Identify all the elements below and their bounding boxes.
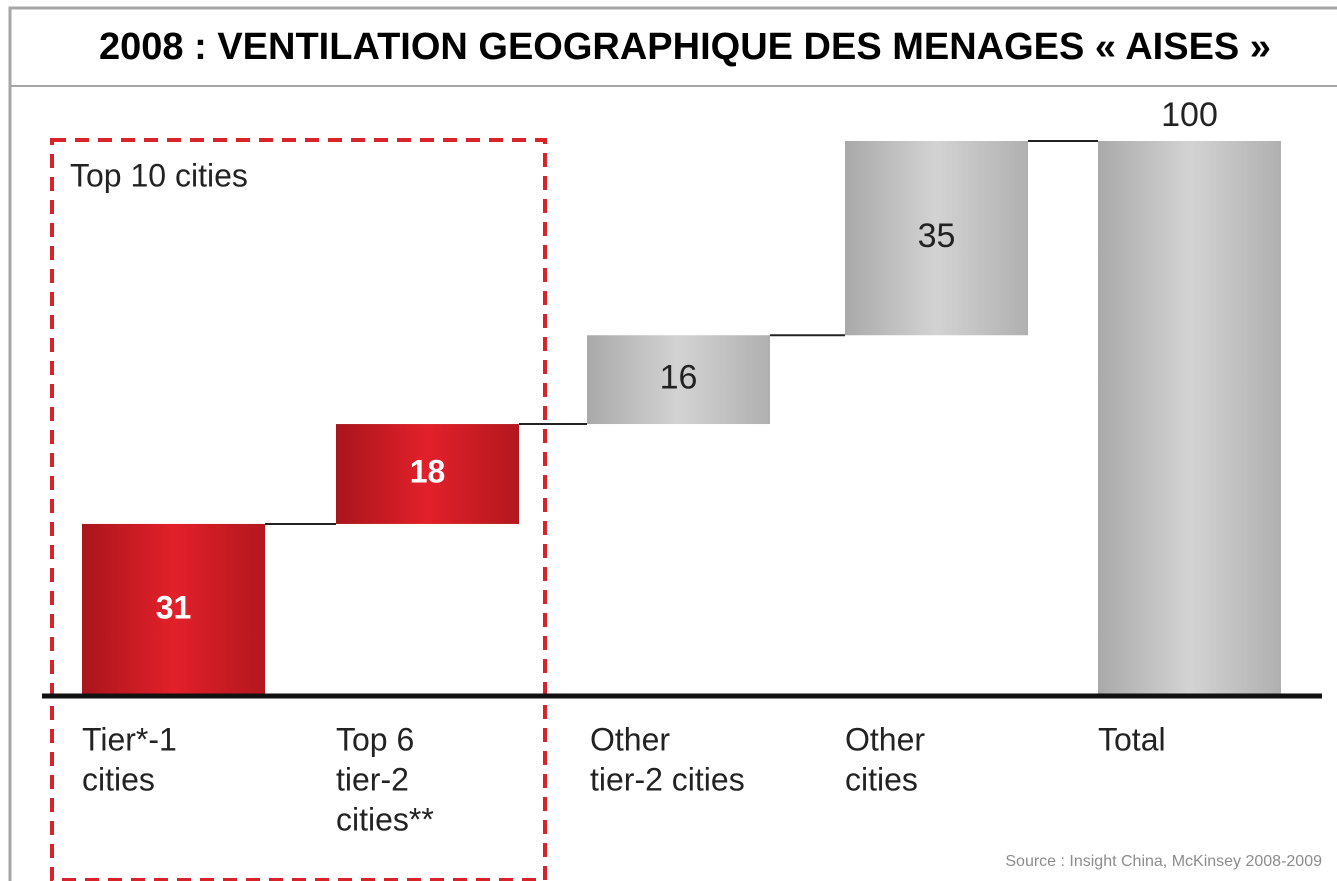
x-tick-label: cities	[82, 761, 155, 797]
bar	[845, 141, 1028, 336]
frame	[8, 6, 1337, 881]
x-tick-label: Other	[590, 721, 670, 757]
bar	[587, 335, 770, 425]
x-tick-label: tier-2 cities	[590, 761, 745, 797]
group-box	[50, 138, 547, 881]
x-tick-label: tier-2	[336, 761, 409, 797]
value-label: 35	[918, 217, 956, 255]
chart-title: 2008 : VENTILATION GEOGRAPHIQUE DES MENA…	[99, 26, 1271, 68]
bar	[1098, 141, 1281, 696]
x-tick-label: cities**	[336, 801, 434, 837]
x-tick-label: Top 6	[336, 721, 414, 757]
x-tick-label: cities	[845, 761, 918, 797]
value-label: 31	[156, 589, 192, 625]
value-label: 16	[660, 359, 698, 397]
value-label: 100	[1161, 96, 1218, 134]
bar	[336, 424, 519, 524]
value-label: 18	[410, 453, 446, 489]
x-tick-label: Total	[1098, 721, 1166, 757]
source: Source : Insight China, McKinsey 2008-20…	[1005, 853, 1322, 870]
x-tick-label: Other	[845, 721, 925, 757]
x-tick-label: Tier*-1	[82, 721, 177, 757]
bar	[82, 523, 265, 696]
annotation: Top 10 cities	[70, 157, 248, 193]
